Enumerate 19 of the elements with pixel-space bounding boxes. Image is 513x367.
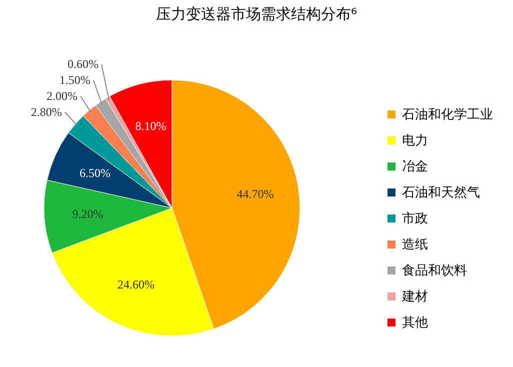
legend-label: 其他: [402, 316, 428, 330]
legend-label: 食品和饮料: [402, 264, 467, 278]
legend-label: 冶金: [402, 160, 428, 174]
data-label: 2.80%: [30, 105, 62, 120]
data-label: 2.00%: [46, 89, 78, 104]
chart-title: 压力变送器市场需求结构分布⁶: [156, 5, 358, 23]
legend-label: 石油和天然气: [402, 186, 480, 200]
data-label: 9.20%: [72, 206, 104, 221]
legend-label: 建材: [401, 290, 428, 304]
legend-label: 造纸: [402, 238, 428, 252]
data-label: 6.50%: [80, 166, 111, 180]
legend-label: 电力: [402, 134, 428, 148]
data-label: 1.50%: [59, 73, 90, 88]
data-label: 44.70%: [236, 187, 274, 201]
data-label: 8.10%: [135, 119, 166, 134]
data-label: 0.60%: [67, 57, 98, 72]
legend-label: 石油和化学工业: [402, 108, 493, 122]
legend-label: 市政: [402, 212, 428, 226]
data-label: 24.60%: [118, 277, 155, 292]
